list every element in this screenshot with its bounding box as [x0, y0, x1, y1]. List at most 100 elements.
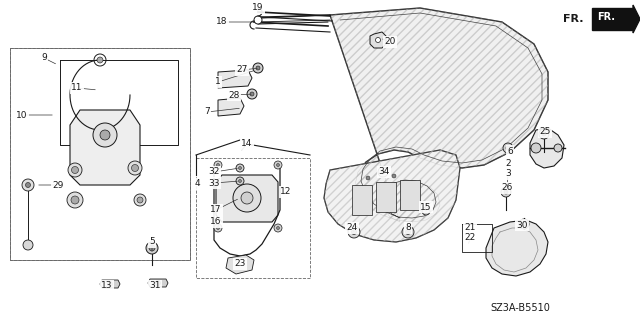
Circle shape — [542, 132, 546, 136]
Circle shape — [93, 123, 117, 147]
Text: 29: 29 — [52, 181, 64, 189]
Circle shape — [406, 229, 410, 234]
Circle shape — [239, 167, 241, 169]
Text: 17: 17 — [211, 205, 221, 214]
Circle shape — [366, 176, 370, 180]
Text: 30: 30 — [516, 220, 528, 229]
Circle shape — [100, 130, 110, 140]
Circle shape — [501, 187, 511, 197]
Text: 3: 3 — [505, 169, 511, 179]
Bar — [352, 185, 372, 215]
Circle shape — [274, 224, 282, 232]
Circle shape — [392, 174, 396, 178]
Circle shape — [67, 192, 83, 208]
Circle shape — [149, 245, 155, 251]
Text: SZ3A-B5510: SZ3A-B5510 — [490, 303, 550, 313]
Circle shape — [26, 182, 31, 188]
Text: 10: 10 — [16, 110, 28, 120]
Text: 6: 6 — [507, 146, 513, 155]
Circle shape — [131, 165, 138, 172]
Circle shape — [256, 66, 260, 70]
Circle shape — [503, 143, 513, 153]
Circle shape — [216, 164, 220, 167]
Circle shape — [214, 224, 222, 232]
Text: 16: 16 — [211, 218, 221, 226]
Polygon shape — [216, 175, 278, 222]
Text: 31: 31 — [149, 281, 161, 291]
Circle shape — [554, 144, 562, 152]
Text: 28: 28 — [228, 91, 240, 100]
Text: 2: 2 — [505, 160, 511, 168]
Text: 33: 33 — [208, 179, 220, 188]
Text: 25: 25 — [540, 128, 550, 137]
Circle shape — [348, 226, 360, 238]
Text: 15: 15 — [420, 203, 432, 211]
Circle shape — [351, 229, 356, 234]
Text: 21: 21 — [464, 224, 476, 233]
Circle shape — [146, 242, 158, 254]
Circle shape — [274, 161, 282, 169]
Text: 24: 24 — [346, 224, 358, 233]
Circle shape — [233, 184, 261, 212]
Text: 12: 12 — [280, 188, 292, 197]
Circle shape — [134, 194, 146, 206]
Text: 11: 11 — [71, 84, 83, 93]
Circle shape — [236, 164, 244, 172]
Circle shape — [422, 207, 430, 215]
Circle shape — [22, 179, 34, 191]
Circle shape — [108, 281, 113, 286]
Polygon shape — [218, 98, 244, 116]
Circle shape — [376, 38, 381, 42]
Circle shape — [250, 92, 254, 96]
Circle shape — [506, 146, 510, 150]
Circle shape — [254, 16, 262, 24]
Circle shape — [276, 164, 280, 167]
Text: 32: 32 — [208, 167, 220, 176]
Circle shape — [71, 196, 79, 204]
Text: 26: 26 — [501, 183, 513, 192]
Text: 14: 14 — [241, 139, 253, 149]
Text: 4: 4 — [194, 180, 200, 189]
Polygon shape — [530, 128, 564, 168]
Text: 7: 7 — [204, 108, 210, 116]
Text: 9: 9 — [41, 54, 47, 63]
Circle shape — [402, 226, 414, 238]
Polygon shape — [148, 279, 168, 287]
Circle shape — [216, 226, 220, 229]
Circle shape — [239, 180, 241, 182]
Text: 27: 27 — [236, 65, 248, 75]
Circle shape — [72, 167, 79, 174]
Polygon shape — [100, 280, 120, 288]
Text: 23: 23 — [234, 259, 246, 269]
Text: 8: 8 — [405, 224, 411, 233]
Circle shape — [247, 89, 257, 99]
Circle shape — [241, 192, 253, 204]
Circle shape — [522, 222, 526, 226]
Text: 13: 13 — [101, 281, 113, 291]
Text: 22: 22 — [465, 234, 476, 242]
Text: 5: 5 — [149, 238, 155, 247]
Polygon shape — [486, 220, 548, 276]
Circle shape — [68, 163, 82, 177]
Text: 34: 34 — [378, 167, 390, 176]
Bar — [400, 180, 420, 210]
Polygon shape — [370, 32, 386, 48]
Bar — [592, 8, 632, 30]
Bar — [376, 182, 396, 212]
Text: 19: 19 — [252, 4, 264, 12]
Polygon shape — [70, 110, 140, 185]
Circle shape — [381, 170, 385, 174]
Circle shape — [276, 226, 280, 229]
Polygon shape — [218, 70, 252, 88]
Circle shape — [539, 129, 549, 139]
Circle shape — [156, 280, 161, 286]
Text: 20: 20 — [384, 38, 396, 47]
Polygon shape — [633, 5, 640, 33]
Polygon shape — [324, 150, 460, 242]
Polygon shape — [330, 8, 548, 222]
Circle shape — [97, 57, 103, 63]
Circle shape — [504, 190, 508, 194]
Circle shape — [253, 63, 263, 73]
Circle shape — [531, 143, 541, 153]
Circle shape — [378, 167, 388, 177]
